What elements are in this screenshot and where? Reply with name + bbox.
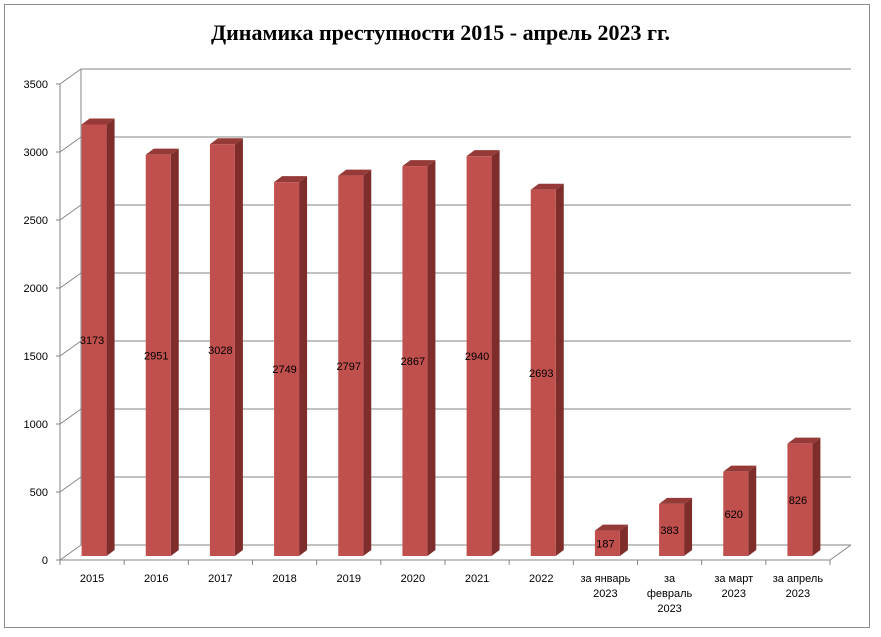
- y-tick-label: 2000: [24, 283, 48, 295]
- bar-top: [338, 169, 372, 176]
- data-label: 2797: [337, 361, 361, 373]
- bar-2020: [402, 166, 428, 556]
- x-tick-label: за апрель: [773, 573, 824, 585]
- bar-side: [619, 524, 628, 556]
- bar-top: [209, 138, 243, 145]
- x-tick-label: 2016: [144, 573, 168, 585]
- bar-за март 2023: [723, 471, 749, 556]
- bar-2017: [209, 144, 235, 556]
- bar-за февраль 2023: [659, 503, 685, 556]
- x-tick-label: за январь: [580, 573, 630, 585]
- bar-side: [427, 160, 436, 556]
- gridline-side: [59, 340, 82, 357]
- gridline-side: [59, 408, 82, 425]
- x-tick-label: 2021: [465, 573, 489, 585]
- bar-top: [530, 183, 564, 190]
- x-tick-label: 2017: [208, 573, 232, 585]
- gridline-side: [59, 544, 82, 561]
- x-tick-label: 2023: [722, 588, 746, 600]
- gridline-side: [59, 272, 82, 289]
- data-label: 2749: [272, 364, 296, 376]
- floor-edge: [829, 544, 852, 561]
- y-tick-label: 3500: [24, 79, 48, 91]
- bar-side: [170, 148, 179, 556]
- x-tick-label: 2022: [529, 573, 553, 585]
- bar-2018: [274, 182, 300, 557]
- bar-side: [106, 118, 115, 557]
- x-tick-label: февраль: [647, 588, 693, 600]
- x-tick-label: 2023: [593, 588, 617, 600]
- bar-side: [299, 176, 308, 557]
- bar-top: [594, 524, 628, 531]
- bar-side: [812, 437, 821, 556]
- bar-side: [748, 465, 757, 556]
- bar-side: [684, 497, 693, 556]
- bar-top: [274, 176, 308, 183]
- bar-2022: [530, 189, 556, 556]
- y-tick-label: 3000: [24, 147, 48, 159]
- data-label: 826: [789, 495, 807, 507]
- data-label: 383: [660, 525, 678, 537]
- bar-top: [659, 497, 693, 504]
- y-tick-label: 1000: [24, 419, 48, 431]
- bar-2019: [338, 175, 364, 556]
- x-tick-label: 2023: [657, 603, 681, 615]
- bar-side: [234, 138, 243, 556]
- data-label: 2867: [401, 356, 425, 368]
- gridline-side: [59, 136, 82, 153]
- bar-top: [787, 437, 821, 444]
- x-tick-label: за март: [714, 573, 753, 585]
- y-tick-label: 0: [42, 555, 48, 567]
- gridline-side: [59, 204, 82, 221]
- data-label: 187: [596, 538, 614, 550]
- gridline-side: [59, 476, 82, 493]
- y-tick-label: 1500: [24, 351, 48, 363]
- data-label: 2940: [465, 351, 489, 363]
- bar-side: [491, 150, 500, 556]
- bar-top: [723, 465, 757, 472]
- bar-top: [402, 160, 436, 167]
- bar-side: [555, 183, 564, 556]
- bar-top: [81, 118, 115, 125]
- chart-frame: [4, 4, 870, 628]
- y-tick-label: 500: [30, 487, 48, 499]
- x-tick-label: 2020: [401, 573, 425, 585]
- x-tick-label: 2015: [80, 573, 104, 585]
- chart-title: Динамика преступности 2015 - апрель 2023…: [210, 20, 670, 45]
- data-label: 620: [725, 509, 743, 521]
- bar-за апрель 2023: [787, 443, 813, 556]
- bar-top: [466, 150, 500, 157]
- x-tick-label: 2019: [337, 573, 361, 585]
- x-tick-label: за: [664, 573, 676, 585]
- bar-2021: [466, 156, 492, 556]
- data-label: 3173: [80, 335, 104, 347]
- bar-2015: [81, 124, 107, 557]
- x-tick-label: 2018: [272, 573, 296, 585]
- gridline-side: [59, 68, 82, 85]
- x-tick-label: 2023: [786, 588, 810, 600]
- bar-за январь 2023: [594, 530, 620, 556]
- bar-side: [363, 169, 372, 556]
- data-label: 3028: [208, 345, 232, 357]
- data-label: 2951: [144, 350, 168, 362]
- y-tick-label: 2500: [24, 215, 48, 227]
- bar-top: [145, 148, 179, 155]
- bar-2016: [145, 154, 171, 556]
- data-label: 2693: [529, 368, 553, 380]
